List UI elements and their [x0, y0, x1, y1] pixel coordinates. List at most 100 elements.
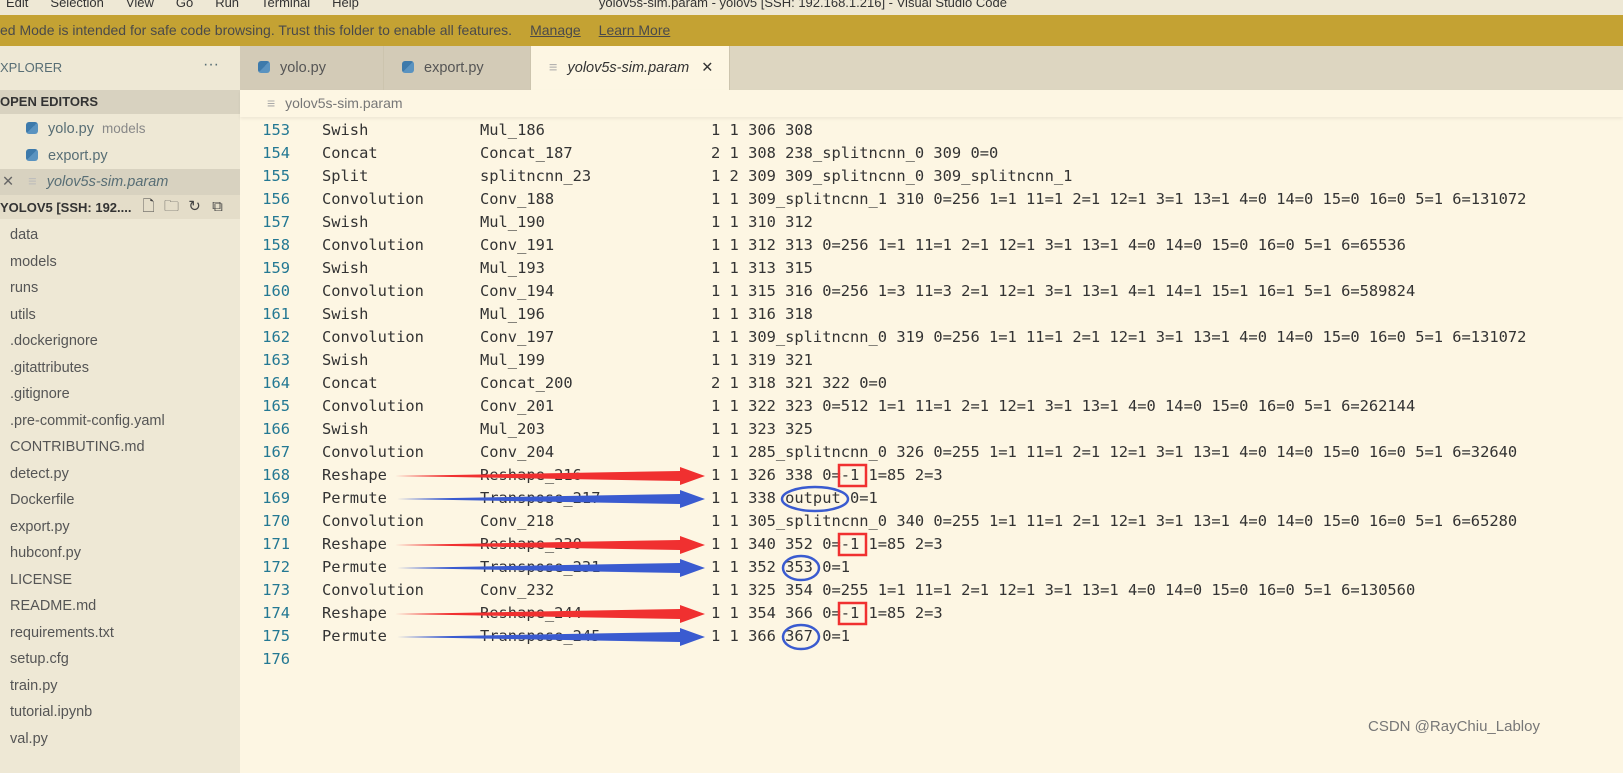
tab-export-py[interactable]: export.py	[384, 46, 531, 90]
open-editor-name: export.py	[48, 148, 108, 164]
line-number: 176	[262, 650, 290, 668]
layer-name: Mul_186	[480, 121, 545, 139]
layer-type: Convolution	[322, 282, 424, 300]
line-number: 161	[262, 305, 290, 323]
layer-type: Permute	[322, 489, 387, 507]
tab-yolov5s-sim-param[interactable]: ≡ yolov5s-sim.param ✕	[531, 46, 730, 90]
menu-view[interactable]: View	[125, 0, 154, 10]
open-editor-name: yolo.py	[48, 121, 94, 137]
open-editor-desc: models	[102, 121, 146, 136]
file-item[interactable]: val.py	[10, 730, 48, 747]
menu-help[interactable]: Help	[332, 0, 359, 10]
file-item[interactable]: Dockerfile	[10, 492, 75, 508]
code-line: 175PermuteTranspose_2451 1 366 367 0=1	[240, 625, 1623, 648]
python-icon	[258, 61, 270, 73]
layer-name: Mul_193	[480, 259, 545, 277]
file-item[interactable]: export.py	[10, 518, 70, 535]
layer-params: 1 1 310 312	[711, 213, 813, 231]
file-text-icon: ≡	[549, 60, 558, 76]
layer-type: Swish	[322, 213, 369, 231]
menu-go[interactable]: Go	[175, 0, 194, 10]
line-number: 160	[262, 282, 290, 300]
more-actions-button[interactable]: ···	[203, 56, 219, 73]
tab-yolo-py[interactable]: yolo.py	[240, 46, 384, 90]
code-line: 156 Convolution Conv_188 1 1 309_splitncnn_…	[240, 188, 1623, 211]
refresh-icon[interactable]: ↻	[188, 198, 201, 215]
file-item[interactable]: runs	[10, 280, 39, 296]
learn-more-link[interactable]: Learn More	[598, 22, 671, 38]
line-number: 165	[262, 397, 290, 415]
menu-run[interactable]: Run	[215, 0, 240, 10]
layer-type: Convolution	[322, 328, 424, 346]
code-line: 158 Convolution Conv_191 1 1 312 313 0=256 …	[240, 234, 1623, 257]
file-item[interactable]: models	[10, 253, 57, 270]
file-item[interactable]: .gitattributes	[10, 359, 89, 376]
file-item[interactable]: hubconf.py	[10, 545, 81, 561]
layer-params: 1 1 338 output 0=1	[711, 489, 878, 507]
line-number: 158	[262, 236, 290, 254]
file-item[interactable]: utils	[10, 306, 36, 323]
layer-params: 1 1 323 325	[711, 420, 813, 438]
new-folder-icon[interactable]: 🗀	[163, 198, 179, 215]
file-item[interactable]: data	[10, 227, 39, 243]
breadcrumb-file[interactable]: yolov5s-sim.param	[285, 95, 403, 111]
layer-name: Concat_187	[480, 144, 573, 162]
close-tab-icon[interactable]: ✕	[701, 60, 714, 76]
restricted-mode-banner: ed Mode is intended for safe code browsi…	[0, 15, 1623, 46]
tab-label: export.py	[424, 60, 484, 76]
file-item[interactable]: README.md	[10, 598, 97, 614]
layer-name: Conv_201	[480, 397, 555, 415]
arrow	[397, 559, 705, 577]
manage-link[interactable]: Manage	[530, 22, 581, 38]
layer-type: Permute	[322, 558, 387, 576]
line-number: 159	[262, 259, 290, 277]
line-number: 172	[262, 558, 290, 576]
file-item[interactable]: train.py	[10, 677, 58, 694]
open-editor-param[interactable]: ✕ ≡ yolov5s-sim.param	[0, 169, 240, 195]
layer-params: 1 1 313 315	[711, 259, 813, 277]
file-item[interactable]: tutorial.ipynb	[10, 704, 93, 720]
folder-header[interactable]: YOLOV5 [SSH: 192.... 🗋 🗀 ↻ ⧉	[0, 195, 240, 219]
layer-params: 1 1 326 338 0=-1 1=85 2=3	[711, 466, 943, 484]
file-item[interactable]: CONTRIBUTING.md	[10, 439, 145, 455]
layer-type: Concat	[322, 374, 378, 392]
layer-name: Conv_218	[480, 512, 555, 530]
layer-type: Swish	[322, 351, 369, 369]
python-icon	[26, 122, 38, 134]
line-number: 157	[262, 213, 290, 231]
file-item[interactable]: .pre-commit-config.yaml	[10, 412, 165, 429]
arrow	[397, 628, 705, 646]
menu-bar: Edit Selection View Go Run Terminal Help…	[0, 0, 1623, 15]
open-editor-yolo[interactable]: yolo.py models	[0, 116, 240, 142]
layer-name: Mul_203	[480, 420, 545, 438]
new-file-icon[interactable]: 🗋	[142, 198, 155, 215]
line-number: 153	[262, 121, 290, 139]
layer-type: Convolution	[322, 581, 424, 599]
file-item[interactable]: .dockerignore	[10, 333, 98, 349]
layer-name: Conv_197	[480, 328, 555, 346]
layer-type: Swish	[322, 420, 369, 438]
line-number: 163	[262, 351, 290, 369]
menu-terminal[interactable]: Terminal	[261, 0, 311, 10]
layer-type: Reshape	[322, 466, 387, 484]
open-editor-export[interactable]: export.py	[0, 143, 240, 169]
menu-selection[interactable]: Selection	[50, 0, 104, 10]
layer-name: Mul_199	[480, 351, 545, 369]
open-editors-header[interactable]: OPEN EDITORS	[0, 90, 240, 114]
layer-params: 1 1 354 366 0=-1 1=85 2=3	[711, 604, 943, 622]
layer-type: Reshape	[322, 535, 387, 553]
file-item[interactable]: requirements.txt	[10, 624, 114, 641]
tab-label: yolov5s-sim.param	[567, 60, 690, 76]
layer-params: 1 1 306 308	[711, 121, 813, 139]
file-item[interactable]: .gitignore	[10, 386, 70, 402]
collapse-all-icon[interactable]: ⧉	[212, 198, 223, 215]
menu-edit[interactable]: Edit	[6, 0, 29, 10]
file-item[interactable]: LICENSE	[10, 571, 73, 588]
breadcrumb: ≡ yolov5s-sim.param	[240, 90, 1623, 117]
file-item[interactable]: setup.cfg	[10, 651, 69, 667]
layer-params: 1 1 309_splitncnn_1 310 0=256 1=1 11=1 2…	[711, 190, 1527, 208]
file-item[interactable]: detect.py	[10, 465, 69, 482]
layer-params: 1 1 319 321	[711, 351, 813, 369]
file-text-icon: ≡	[28, 174, 37, 190]
close-icon[interactable]: ✕	[2, 174, 15, 190]
